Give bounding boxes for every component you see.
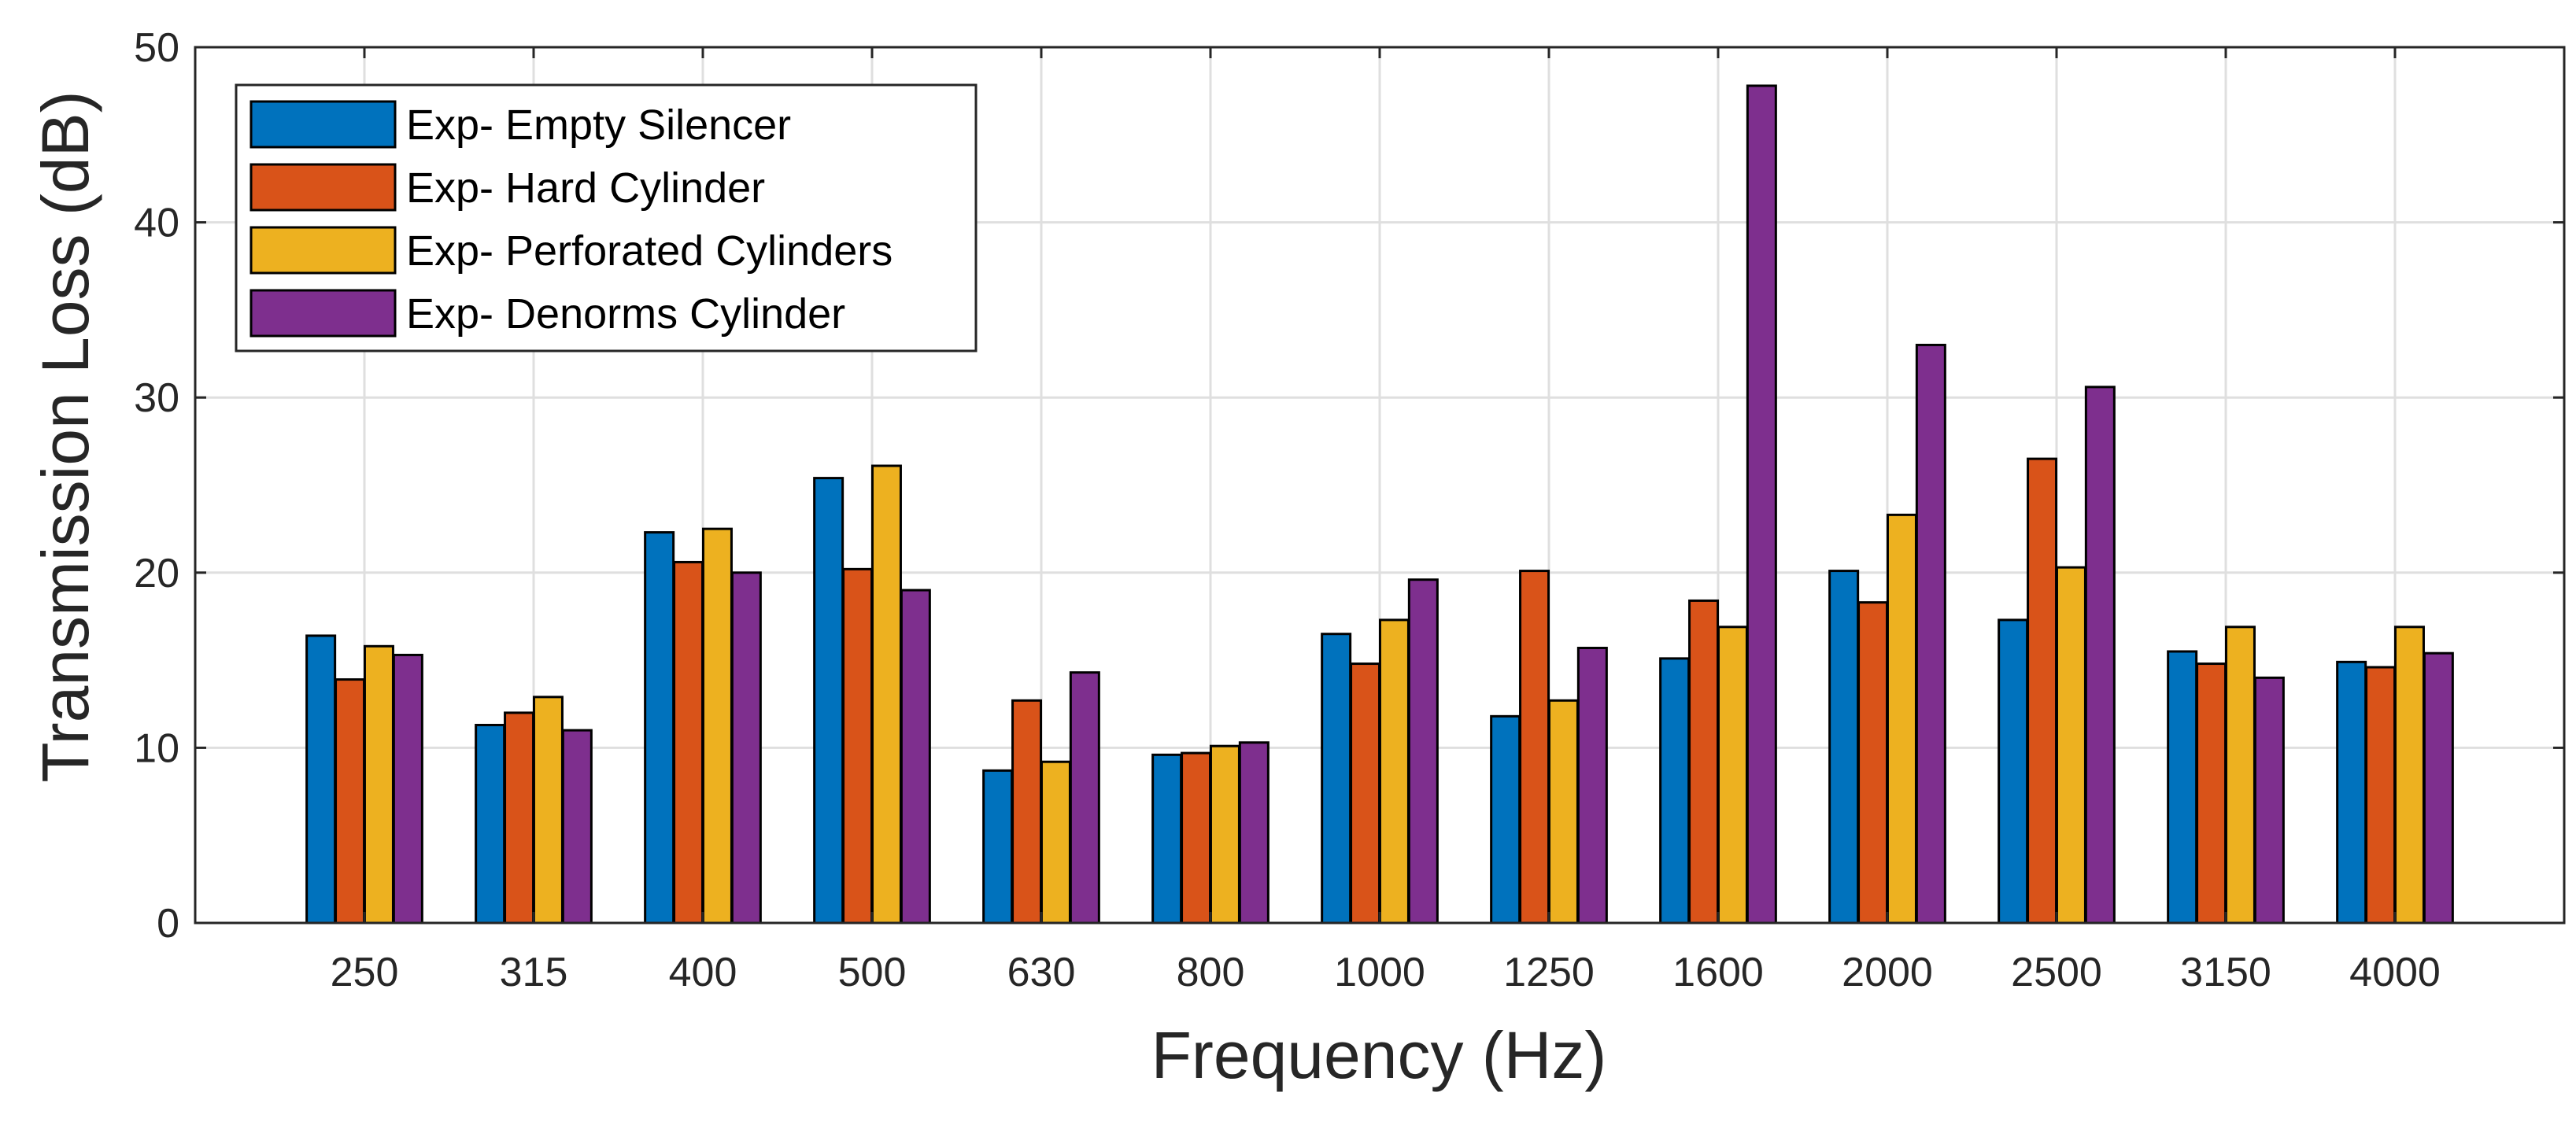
- x-tick-label: 800: [1177, 950, 1245, 995]
- tick-labels: 0 10 20 30 40 50 250 315 400 500 630 800 1000 1250 160…: [134, 25, 2441, 995]
- bar: [504, 711, 535, 925]
- bar: [1659, 657, 1691, 925]
- bar: [1407, 578, 1439, 925]
- bar: [1576, 647, 1608, 925]
- bar: [1717, 626, 1748, 925]
- bar: [363, 644, 394, 925]
- legend-label: Exp- Perforated Cylinders: [406, 227, 893, 275]
- x-tick-label: 2500: [2011, 950, 2102, 995]
- series-2: [334, 457, 2397, 925]
- series-4: [392, 84, 2454, 925]
- x-tick-label: 630: [1007, 950, 1076, 995]
- bar: [532, 696, 564, 925]
- y-tick-label: 0: [157, 901, 179, 947]
- bar: [813, 477, 844, 925]
- y-axis-title: Transmission Loss (dB): [28, 90, 102, 782]
- bar: [2253, 676, 2285, 925]
- bar: [644, 531, 675, 925]
- y-tick-label: 10: [134, 725, 179, 771]
- legend-label: Exp- Hard Cylinder: [406, 164, 765, 212]
- bar: [2365, 666, 2397, 925]
- bar: [334, 678, 366, 925]
- bar: [2336, 660, 2367, 925]
- legend-swatch: [249, 226, 397, 275]
- bar: [1688, 599, 1720, 925]
- x-tick-label: 3150: [2180, 950, 2271, 995]
- legend-swatch: [249, 163, 397, 212]
- bar: [900, 589, 931, 925]
- bar: [2027, 457, 2058, 925]
- bar: [475, 723, 506, 925]
- bar: [1828, 570, 1860, 925]
- x-tick-label: 1250: [1503, 950, 1595, 995]
- axes: [194, 46, 2566, 925]
- bar: [561, 729, 593, 925]
- legend-swatch: [249, 289, 397, 338]
- bar: [2224, 626, 2256, 925]
- bar: [2423, 651, 2454, 925]
- legend: Exp- Empty Silencer Exp- Hard Cylinder Exp…: [235, 83, 978, 352]
- bar: [701, 527, 733, 925]
- bar: [1069, 671, 1100, 925]
- bar: [305, 634, 337, 925]
- y-tick-label: 30: [134, 375, 179, 421]
- x-tick-label: 2000: [1842, 950, 1933, 995]
- axes-box: [194, 46, 2566, 925]
- legend-label: Exp- Empty Silencer: [406, 101, 791, 149]
- bar: [1378, 618, 1410, 925]
- bar: [842, 567, 874, 925]
- bar: [982, 769, 1014, 925]
- bar: [2084, 386, 2116, 925]
- bar: [1998, 618, 2029, 925]
- bar: [673, 560, 704, 925]
- bar: [2393, 626, 2425, 925]
- bar: [2196, 662, 2227, 925]
- bar: [870, 464, 902, 925]
- x-tick-label: 400: [669, 950, 737, 995]
- bar: [1151, 753, 1183, 925]
- bar: [1915, 343, 1946, 925]
- x-tick-label: 4000: [2349, 950, 2441, 995]
- bar: [1857, 601, 1889, 925]
- bar: [1547, 699, 1579, 925]
- y-tick-label: 40: [134, 201, 179, 246]
- y-tick-label: 50: [134, 25, 179, 71]
- bar: [1238, 741, 1270, 925]
- bar: [1321, 633, 1352, 925]
- bar: [392, 653, 423, 925]
- x-tick-label: 250: [331, 950, 399, 995]
- legend-swatch: [249, 100, 397, 149]
- bar: [1011, 699, 1043, 925]
- x-tick-label: 1600: [1672, 950, 1764, 995]
- y-tick-label: 20: [134, 551, 179, 596]
- bar: [1886, 513, 1917, 925]
- bar: [1209, 744, 1240, 925]
- bar: [1040, 760, 1071, 925]
- x-tick-label: 500: [838, 950, 907, 995]
- bar: [730, 571, 762, 925]
- bar: [1181, 751, 1212, 925]
- bar: [1350, 662, 1381, 925]
- legend-label: Exp- Denorms Cylinder: [406, 290, 845, 338]
- x-tick-label: 315: [500, 950, 568, 995]
- bar: [2055, 566, 2086, 925]
- x-tick-label: 1000: [1334, 950, 1425, 995]
- bar: [2167, 650, 2198, 925]
- x-axis-title: Frequency (Hz): [1151, 1018, 1607, 1092]
- bar: [1519, 570, 1550, 925]
- bar: [1490, 714, 1521, 925]
- bar: [1746, 84, 1777, 925]
